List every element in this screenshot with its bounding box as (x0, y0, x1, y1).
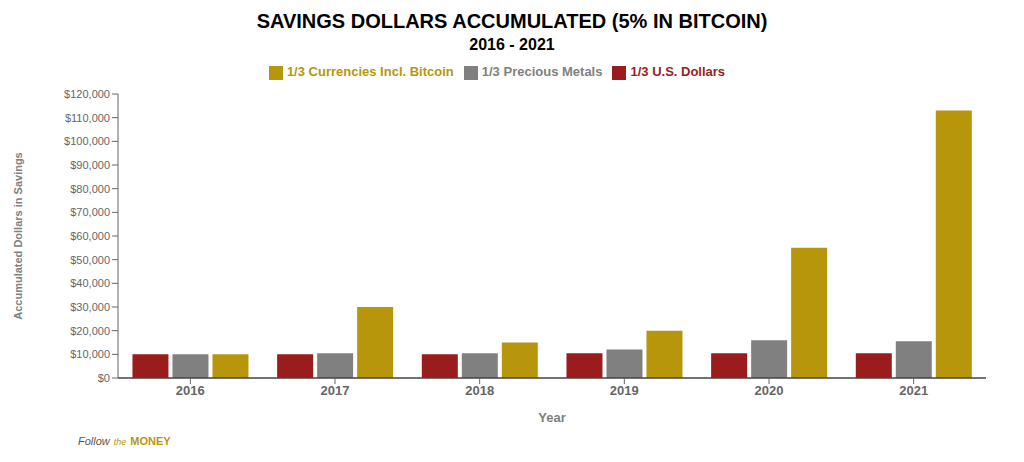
svg-text:2017: 2017 (321, 383, 350, 398)
html-text:SAVINGS DOLLARS ACCUMULATED (5: SAVINGS DOLLARS ACCUMULATED (5% IN BITCO… (256, 10, 768, 32)
svg-text:$80,000: $80,000 (70, 183, 110, 195)
svg-text:$110,000: $110,000 (65, 112, 110, 124)
svg-text:$100,000: $100,000 (64, 135, 110, 147)
svg-text:Year: Year (538, 410, 565, 425)
svg-text:$40,000: $40,000 (70, 277, 110, 289)
svg-text:2018: 2018 (465, 383, 494, 398)
svg-text:$0: $0 (98, 372, 110, 384)
svg-text:$20,000: $20,000 (70, 325, 110, 337)
html-text:2016 - 2021: 2016 - 2021 (469, 36, 555, 53)
svg-text:2020: 2020 (755, 383, 784, 398)
svg-text:2016: 2016 (176, 383, 205, 398)
svg-text:2019: 2019 (610, 383, 639, 398)
html-text:1/3 U.S. Dollars: 1/3 U.S. Dollars (630, 64, 726, 79)
html-text:1/3 Currencies Incl. Bitcoin: 1/3 Currencies Incl. Bitcoin (286, 64, 454, 79)
svg-text:$120,000: $120,000 (64, 88, 110, 100)
svg-text:2021: 2021 (899, 383, 928, 398)
html-text:Follow the MONEY: Follow the MONEY (78, 435, 171, 447)
svg-text:$90,000: $90,000 (70, 159, 110, 171)
svg-text:$70,000: $70,000 (70, 206, 110, 218)
svg-text:$50,000: $50,000 (70, 254, 110, 266)
svg-text:$10,000: $10,000 (70, 348, 110, 360)
html-text:1/3 Precious Metals: 1/3 Precious Metals (481, 64, 603, 79)
svg-text:$60,000: $60,000 (70, 230, 110, 242)
svg-text:$30,000: $30,000 (70, 301, 110, 313)
svg-text:Accumulated Dollars in Savings: Accumulated Dollars in Savings (12, 152, 24, 320)
